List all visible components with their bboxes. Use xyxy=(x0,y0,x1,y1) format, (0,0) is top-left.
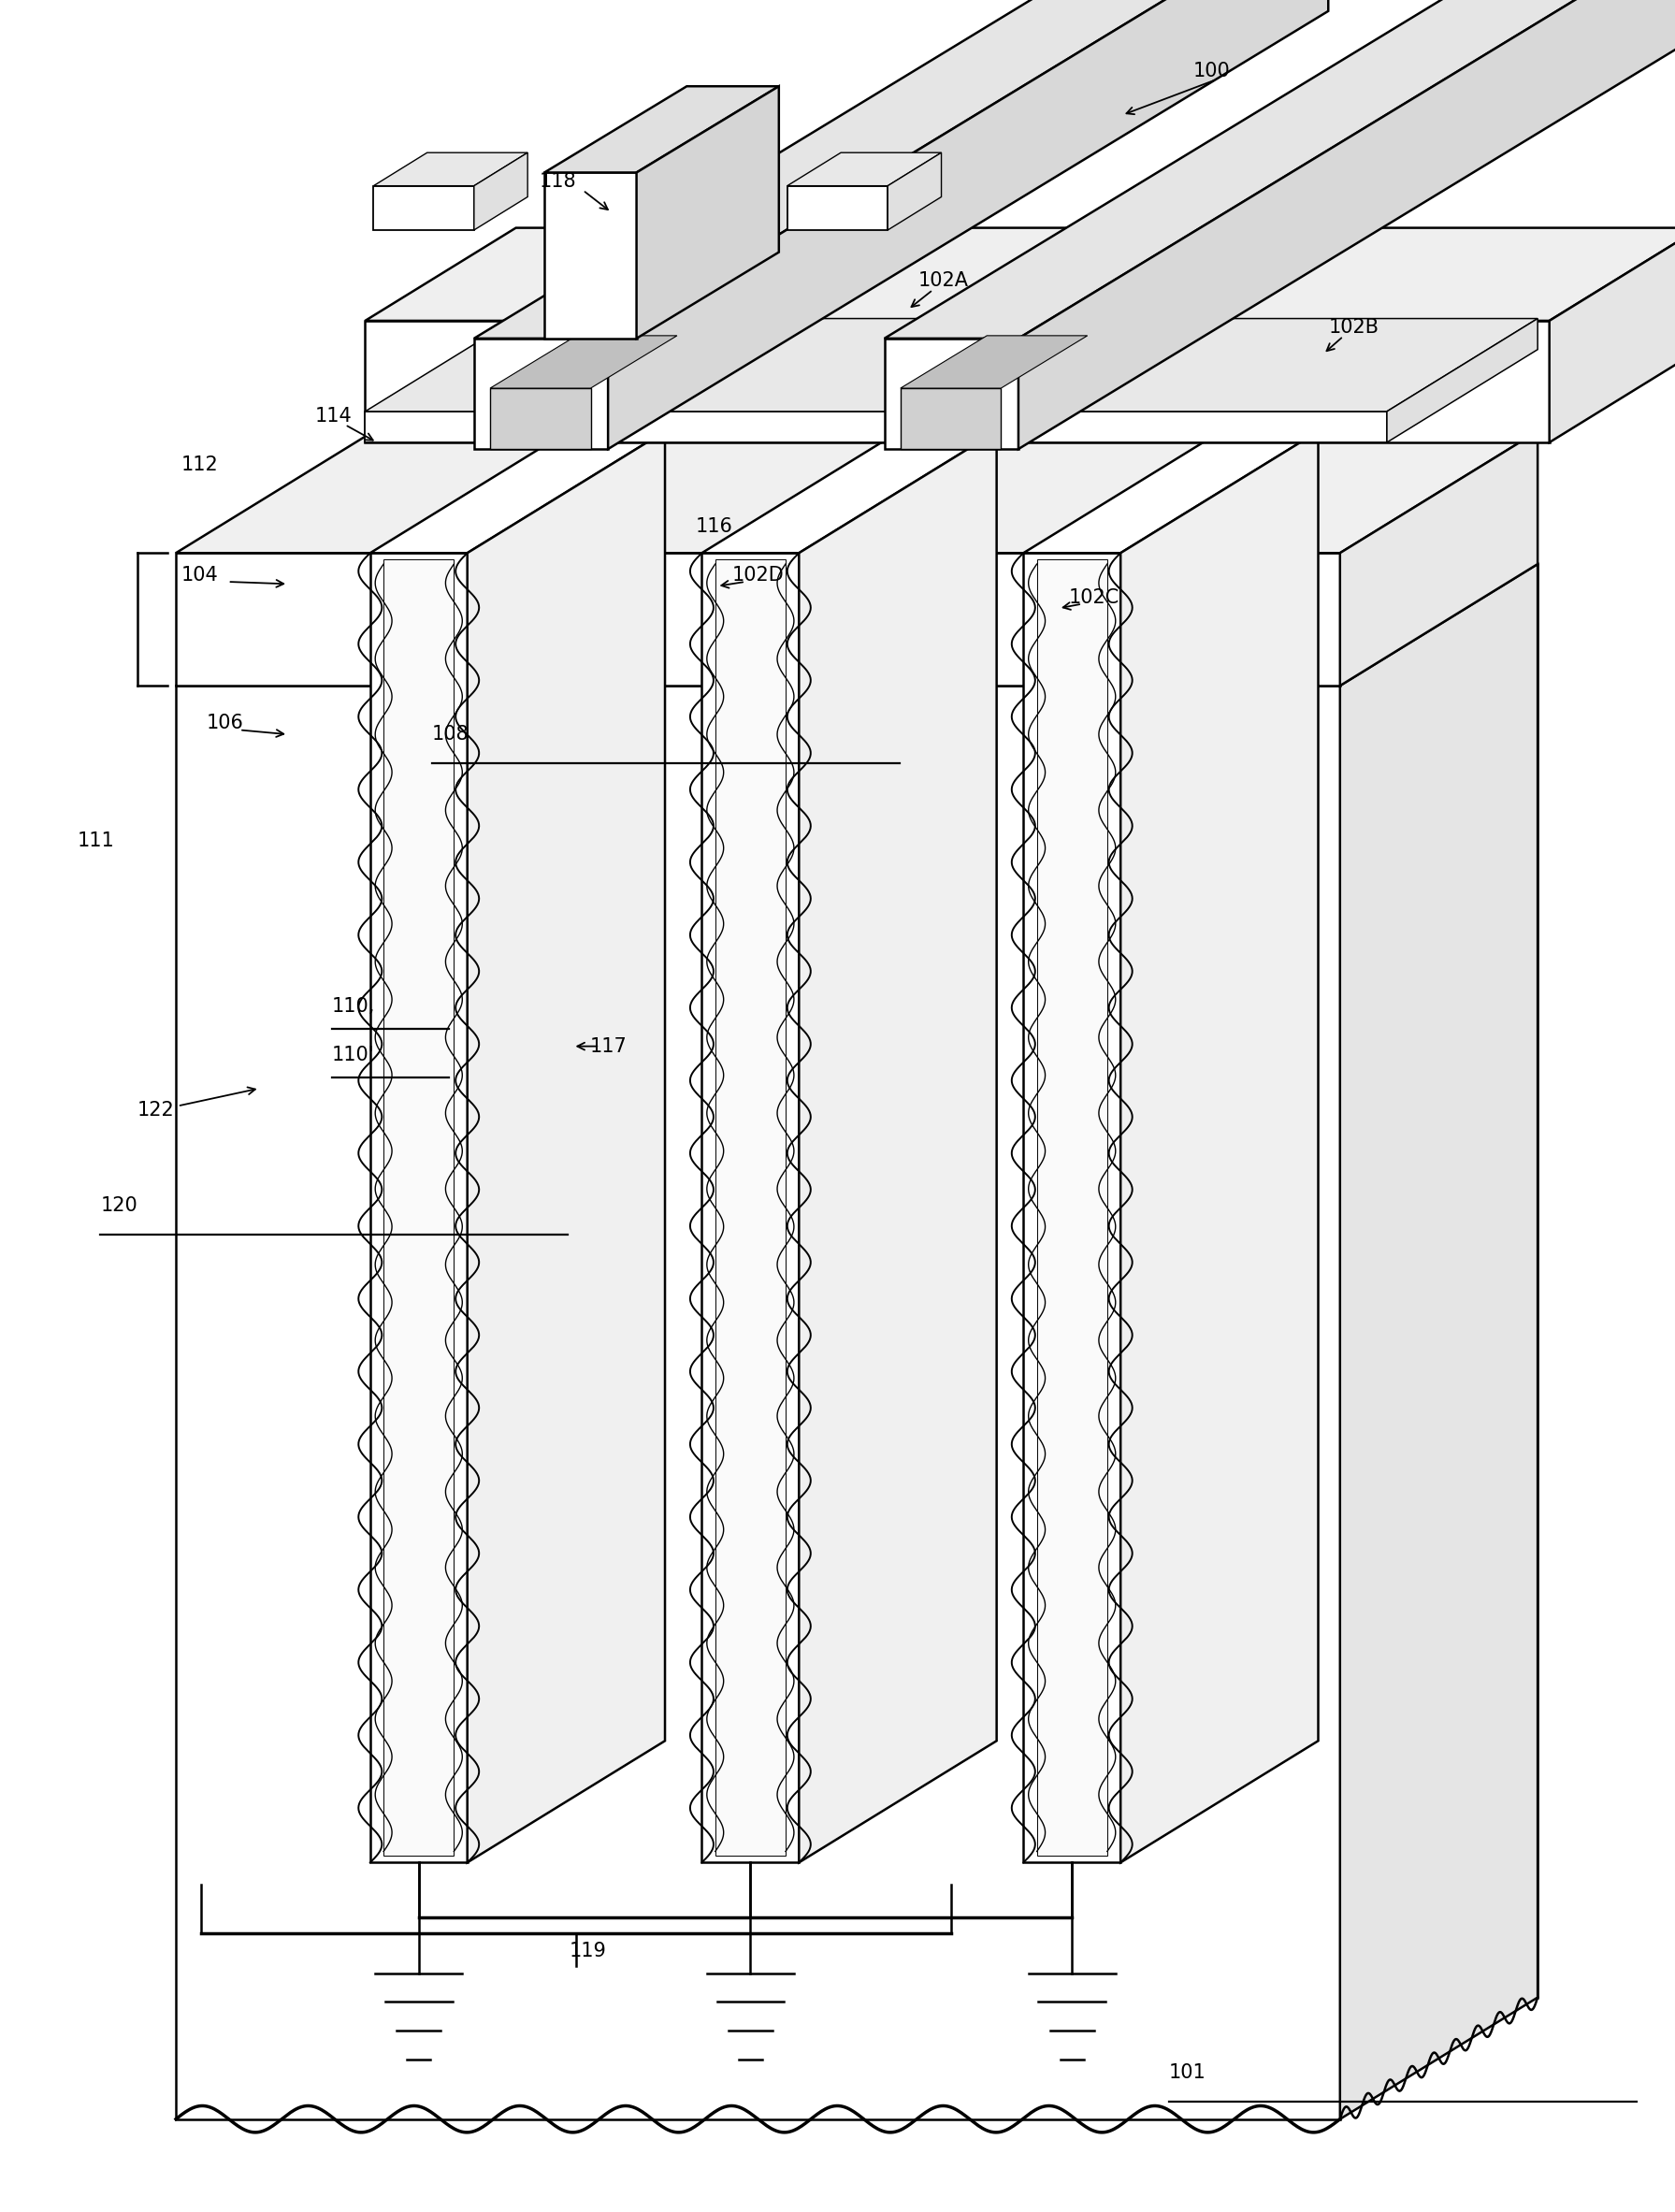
Polygon shape xyxy=(365,411,1387,442)
Text: 111: 111 xyxy=(77,832,114,849)
Polygon shape xyxy=(901,389,1002,449)
Polygon shape xyxy=(799,431,997,1863)
Polygon shape xyxy=(176,553,1340,686)
Text: 120: 120 xyxy=(100,1197,137,1214)
Text: 122: 122 xyxy=(137,1102,174,1119)
Polygon shape xyxy=(787,186,888,230)
Polygon shape xyxy=(365,228,1675,321)
Polygon shape xyxy=(1037,560,1107,1856)
Polygon shape xyxy=(1121,431,1318,1863)
Text: 116: 116 xyxy=(695,518,732,535)
Polygon shape xyxy=(176,564,1538,686)
Text: 102B: 102B xyxy=(1328,319,1379,336)
Polygon shape xyxy=(901,336,1087,389)
Polygon shape xyxy=(370,553,467,1863)
Polygon shape xyxy=(884,338,1018,449)
Polygon shape xyxy=(715,560,786,1856)
Polygon shape xyxy=(608,0,1328,449)
Polygon shape xyxy=(1387,319,1538,442)
Polygon shape xyxy=(888,153,941,230)
Polygon shape xyxy=(370,431,665,553)
Text: 100: 100 xyxy=(1193,62,1229,80)
Polygon shape xyxy=(1549,228,1675,442)
Polygon shape xyxy=(636,86,779,338)
Polygon shape xyxy=(176,686,1340,2119)
Polygon shape xyxy=(1023,553,1121,1863)
Polygon shape xyxy=(374,153,528,186)
Text: 110': 110' xyxy=(332,1046,374,1064)
Polygon shape xyxy=(1018,0,1675,449)
Polygon shape xyxy=(384,560,454,1856)
Polygon shape xyxy=(702,431,997,553)
Text: 106: 106 xyxy=(206,714,243,732)
Polygon shape xyxy=(374,186,474,230)
Text: 114: 114 xyxy=(315,407,352,425)
Polygon shape xyxy=(1340,431,1538,686)
Polygon shape xyxy=(176,431,1538,553)
Text: 104: 104 xyxy=(181,566,218,584)
Polygon shape xyxy=(1340,564,1538,2119)
Polygon shape xyxy=(1023,431,1318,553)
Polygon shape xyxy=(544,86,779,173)
Text: 108: 108 xyxy=(432,726,469,743)
Text: 102D: 102D xyxy=(732,566,784,584)
Text: 102A: 102A xyxy=(918,272,968,290)
Text: 117: 117 xyxy=(590,1037,626,1055)
Polygon shape xyxy=(544,173,636,338)
Polygon shape xyxy=(365,321,1549,442)
Text: 101: 101 xyxy=(1169,2064,1206,2081)
Polygon shape xyxy=(491,336,677,389)
Polygon shape xyxy=(787,153,941,186)
Polygon shape xyxy=(474,153,528,230)
Polygon shape xyxy=(491,389,591,449)
Polygon shape xyxy=(474,0,1328,338)
Polygon shape xyxy=(467,431,665,1863)
Polygon shape xyxy=(702,553,799,1863)
Text: 102C: 102C xyxy=(1069,588,1119,606)
Polygon shape xyxy=(474,338,608,449)
Text: 118: 118 xyxy=(539,173,576,190)
Polygon shape xyxy=(884,0,1675,338)
Text: 110,: 110, xyxy=(332,998,375,1015)
Text: 119: 119 xyxy=(570,1942,606,1960)
Polygon shape xyxy=(365,319,1538,411)
Text: 112: 112 xyxy=(181,456,218,473)
